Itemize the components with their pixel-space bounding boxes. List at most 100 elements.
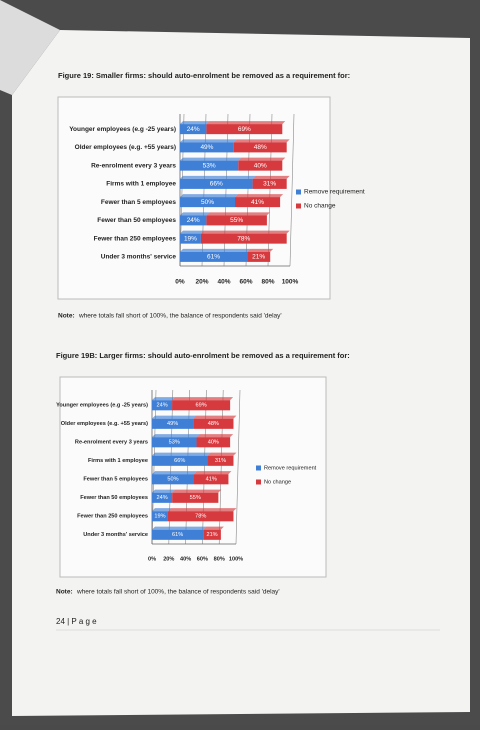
bar-top xyxy=(167,508,237,512)
value-label: 41% xyxy=(206,477,217,483)
bar-top xyxy=(180,157,242,161)
category-label: Fewer than 50 employees xyxy=(80,495,148,501)
bar-top xyxy=(152,508,171,512)
bar-segment xyxy=(152,529,204,540)
bar-top xyxy=(238,157,286,161)
value-label: 19% xyxy=(154,514,165,520)
bar-top xyxy=(180,121,210,125)
bar-top xyxy=(252,175,290,179)
value-label: 55% xyxy=(230,217,243,224)
bar-top xyxy=(247,248,274,252)
bar-segment xyxy=(152,437,197,448)
bar-segment xyxy=(203,529,221,540)
category-label: Fewer than 5 employees xyxy=(101,199,177,206)
bar-segment xyxy=(233,142,287,153)
bar-segment xyxy=(152,474,194,485)
category-label: Older employees (e.g. +55 years) xyxy=(75,144,176,151)
category-label: Under 3 months' service xyxy=(83,532,148,538)
bar-segment xyxy=(238,160,283,171)
value-label: 41% xyxy=(251,199,264,206)
grid-line xyxy=(289,113,295,267)
value-label: 53% xyxy=(203,162,216,169)
bar-top xyxy=(193,415,237,419)
x-tick-label: 80% xyxy=(214,556,225,562)
bar-segment xyxy=(172,492,219,503)
value-label: 48% xyxy=(208,421,219,427)
value-label: 24% xyxy=(156,403,167,409)
bar-segment xyxy=(152,492,173,503)
bar-top xyxy=(200,230,290,234)
category-label: Firms with 1 employee xyxy=(106,181,176,188)
bar-top xyxy=(207,452,237,456)
bar-top xyxy=(206,212,270,216)
bar-top xyxy=(180,175,256,179)
note-label: Note: xyxy=(56,589,73,596)
bar-top xyxy=(203,526,224,530)
bar-segment xyxy=(180,160,239,171)
value-label: 61% xyxy=(207,254,220,261)
value-label: 69% xyxy=(238,126,251,133)
bar-segment xyxy=(172,400,231,411)
note-label: Note: xyxy=(58,313,75,320)
value-label: 66% xyxy=(174,458,185,464)
bar-top xyxy=(152,397,176,401)
bar-segment xyxy=(180,142,234,153)
bar-segment xyxy=(193,418,234,429)
bar-segment xyxy=(180,215,207,226)
bar-segment xyxy=(180,197,235,208)
value-label: 66% xyxy=(210,181,223,188)
value-label: 48% xyxy=(254,144,267,151)
category-label: Re-enrolment every 3 years xyxy=(91,162,176,169)
bar-top xyxy=(180,139,237,143)
category-label: Older employees (e.g. +55 years) xyxy=(61,421,148,427)
bar-segment xyxy=(206,124,283,135)
category-label: Firms with 1 employee xyxy=(88,458,148,464)
legend-label: No change xyxy=(264,479,291,485)
value-label: 19% xyxy=(184,235,197,242)
category-label: Fewer than 50 employees xyxy=(97,217,176,224)
value-label: 40% xyxy=(254,162,267,169)
x-tick-label: 100% xyxy=(282,279,299,286)
bar-top xyxy=(152,489,176,493)
bar-segment xyxy=(152,418,194,429)
bar-top xyxy=(180,212,210,216)
bar-top xyxy=(180,230,204,234)
bar-top xyxy=(152,526,207,530)
value-label: 78% xyxy=(237,235,250,242)
bar-segment xyxy=(152,400,173,411)
value-label: 49% xyxy=(167,421,178,427)
legend-label: No change xyxy=(304,203,336,210)
bar-segment xyxy=(194,474,229,485)
folded-corner xyxy=(0,0,60,95)
x-tick-label: 40% xyxy=(217,279,230,286)
bar-segment xyxy=(180,124,207,135)
legend-label: Remove requirement xyxy=(264,465,317,471)
category-label: Re-enrolment every 3 years xyxy=(75,440,148,446)
category-label: Under 3 months' service xyxy=(101,254,177,261)
value-label: 55% xyxy=(190,495,201,501)
bar-top xyxy=(180,248,251,252)
x-tick-label: 60% xyxy=(197,556,208,562)
x-tick-label: 100% xyxy=(229,556,243,562)
value-label: 40% xyxy=(208,440,219,446)
bar-segment xyxy=(152,455,208,466)
bar-segment xyxy=(207,455,234,466)
bar-segment xyxy=(247,251,271,262)
category-label: Younger employees (e.g -25 years) xyxy=(69,126,176,133)
bar-segment xyxy=(206,215,267,226)
category-label: Fewer than 250 employees xyxy=(94,235,177,242)
bar-top xyxy=(180,194,238,198)
figure-title: Figure 19: Smaller firms: should auto-en… xyxy=(58,71,350,80)
bar-segment xyxy=(252,178,287,189)
legend-swatch xyxy=(256,465,261,471)
bar-segment xyxy=(180,178,253,189)
bar-top xyxy=(206,121,286,125)
value-label: 53% xyxy=(169,440,180,446)
bar-top xyxy=(196,434,234,438)
value-label: 24% xyxy=(156,495,167,501)
bar-top xyxy=(235,194,284,198)
value-label: 50% xyxy=(201,199,214,206)
x-tick-label: 20% xyxy=(163,556,174,562)
value-label: 78% xyxy=(195,514,206,520)
